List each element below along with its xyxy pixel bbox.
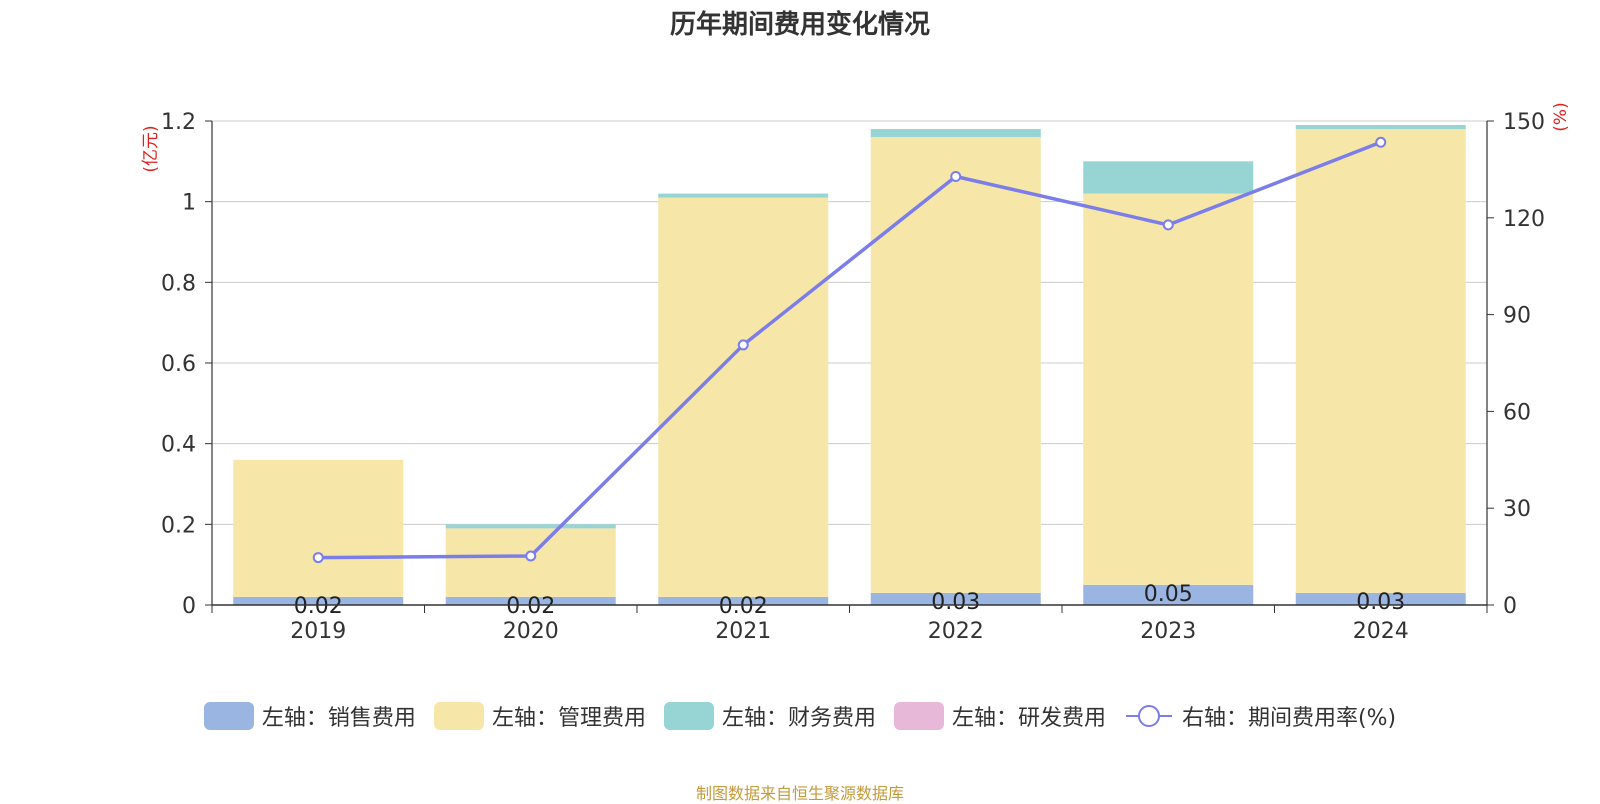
bar-data-label: 0.02	[506, 594, 555, 619]
bar-2-2021	[658, 197, 829, 597]
chart-title: 历年期间费用变化情况	[669, 10, 930, 40]
bar-data-label: 0.03	[931, 590, 980, 615]
bar-2-2020	[445, 528, 616, 597]
right-tick-label: 30	[1503, 497, 1531, 522]
right-tick-label: 150	[1503, 110, 1545, 135]
left-axis-unit: (亿元)	[141, 125, 161, 172]
bar-data-label: 0.03	[1356, 590, 1405, 615]
legend-item[interactable]: 左轴：研发费用	[893, 700, 1106, 732]
bar-1-2023	[1083, 584, 1254, 605]
legend-item[interactable]: 左轴：销售费用	[203, 700, 416, 732]
legend-item[interactable]: 左轴：管理费用	[433, 700, 646, 732]
bar-3-2022	[870, 129, 1041, 138]
chart-plot: 0 0.2 0.4 0.6 0.8 1 1.2 0 30 60 90 120 150 (亿元) (%) 0.0…	[141, 102, 1571, 644]
data-source-note: 制图数据来自恒生聚源数据库	[695, 784, 904, 803]
line-point-2020	[525, 550, 537, 562]
x-tick-label: 2020	[503, 619, 559, 644]
bar-1-2021	[658, 596, 829, 605]
legend-color-swatch	[893, 702, 944, 730]
x-tick-label: 2021	[715, 619, 771, 644]
right-tick-label: 120	[1503, 207, 1545, 232]
legend-color-swatch	[433, 702, 484, 730]
left-tick-label: 0	[182, 594, 196, 619]
legend-item[interactable]: 右轴：期间费用率(%)	[1124, 700, 1396, 732]
bar-3-2024	[1295, 125, 1466, 130]
left-tick-label: 0.6	[161, 352, 196, 377]
legend-item[interactable]: 左轴：财务费用	[663, 700, 876, 732]
bar-1-2022	[870, 592, 1041, 605]
right-tick-label: 90	[1503, 304, 1531, 329]
line-point-2021	[737, 339, 749, 351]
bar-data-label: 0.02	[719, 594, 768, 619]
left-tick-label: 0.4	[161, 433, 196, 458]
x-tick-label: 2022	[928, 619, 984, 644]
legend-label: 左轴：管理费用	[491, 706, 646, 731]
legend-line-circle	[1137, 705, 1160, 727]
legend-color-swatch	[203, 702, 254, 730]
right-tick-label: 60	[1503, 400, 1531, 425]
legend-color-swatch	[663, 702, 714, 730]
bar-2-2024	[1295, 129, 1466, 593]
left-tick-label: 0.8	[161, 271, 196, 296]
bar-data-label: 0.02	[294, 594, 343, 619]
line-point-2022	[950, 170, 962, 182]
bar-1-2024	[1295, 592, 1466, 605]
line-point-2024	[1375, 136, 1387, 148]
bar-3-2023	[1083, 161, 1254, 194]
left-tick-label: 0.2	[161, 513, 196, 538]
line-series-expense-rate	[318, 140, 1382, 560]
x-tick-label: 2024	[1353, 619, 1409, 644]
bar-2-2019	[233, 459, 404, 597]
right-axis-unit: (%)	[1551, 102, 1571, 131]
bar-3-2021	[658, 193, 829, 198]
legend-label: 左轴：销售费用	[261, 706, 416, 731]
x-tick-label: 2023	[1140, 619, 1196, 644]
bar-data-label: 0.05	[1144, 582, 1193, 607]
bar-3-2020	[445, 524, 616, 529]
legend-label: 右轴：期间费用率(%)	[1181, 706, 1397, 731]
x-tick-label: 2019	[290, 619, 346, 644]
left-tick-label: 1.2	[161, 110, 196, 135]
right-tick-label: 0	[1503, 594, 1517, 619]
line-point-2019	[312, 552, 324, 564]
bar-2-2023	[1083, 193, 1254, 585]
left-tick-label: 1	[182, 191, 196, 216]
chart-legend: 左轴：销售费用 左轴：管理费用 左轴：财务费用 左轴：研发费用 右轴：期间费用率(%)	[0, 700, 1600, 732]
bar-2-2022	[870, 137, 1041, 593]
legend-label: 左轴：研发费用	[951, 706, 1106, 731]
bar-1-2020	[445, 596, 616, 605]
legend-line-marker-icon	[1125, 705, 1172, 727]
legend-label: 左轴：财务费用	[721, 706, 876, 731]
bar-1-2019	[233, 596, 404, 605]
line-point-2023	[1162, 219, 1174, 231]
